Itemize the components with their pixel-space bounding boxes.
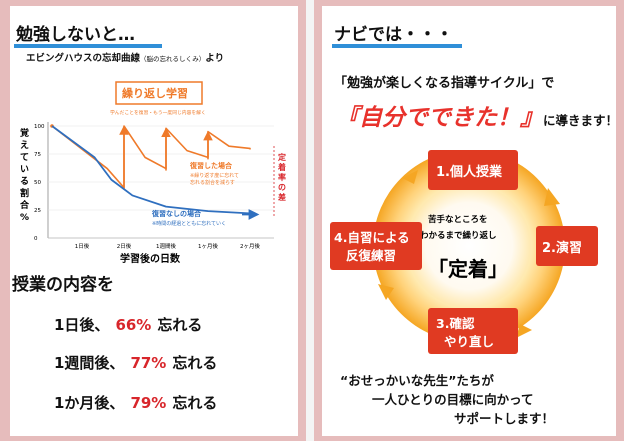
step3-label-a: 3.確認 [436,316,475,331]
gap-label-1: 定 [277,152,286,162]
chart-title-suffix: より [205,53,225,64]
cycle-arrow-icon [544,188,560,206]
y-tick-label: 0 [34,236,38,242]
noreview-sub: ※時間の経過とともに忘れていく [152,220,226,227]
stat-when: 1日後、 [54,316,110,334]
tagline-rest: に導きます！ [543,113,619,128]
cycle-arrow-icon [402,170,418,184]
cycle-center [407,184,531,308]
step4-label-a: 4.自習による [334,230,410,245]
step3-label-b: やり直し [444,334,494,349]
chart-xlabel: 学習後の日数 [120,252,181,265]
stat-row: 1日後、 66% 忘れる [54,314,202,335]
x-tick-label: 2ヶ月後 [240,242,260,250]
right-heading: ナビでは・・・ [334,25,453,45]
ylabel-7: 合 [20,199,30,211]
content-title: 授業の内容を [12,275,114,295]
x-ticks: 1日後 2日後 1週間後 1ヶ月後 2ヶ月後 [75,242,261,250]
y-ticks: 0 25 50 75 100 [34,124,45,242]
forgetting-curve-chart: 覚 え て い る 割 合 % 0 25 50 75 100 1日後 2日後 1週間後 1ヶ月… [20,81,286,265]
chart-ylabel: 覚 え て い る 割 合 % [20,127,30,223]
review-sub2: 忘れる割合を減らす [190,179,235,186]
stat-verb: 忘れる [172,354,218,372]
center-line1: 苦手なところを [428,214,488,225]
center-main: 「定着」 [428,257,508,281]
right-heading-underline [332,44,462,48]
callout-title: 繰り返し学習 [122,86,188,100]
step1-box [428,150,518,190]
x-tick-label: 1ヶ月後 [198,242,218,250]
cycle-arrow-icon [516,324,532,338]
subtitle: 「勉強が楽しくなる指導サイクル」で [334,76,555,91]
gap-label-4: の [278,183,286,192]
ylabel-4: い [20,165,29,175]
step3-box [428,308,518,354]
gap-label-5: 差 [277,192,286,202]
review-label: 復習した場合 [189,161,233,170]
left-panel [10,6,298,436]
step2-label: 2.演習 [542,240,582,256]
ylabel-1: 覚 [20,127,29,139]
y-tick-label: 25 [34,208,41,214]
stat-pct: 77% [130,354,167,372]
x-tick-label: 1日後 [75,242,90,250]
bottom-line3: サポートします！ [454,411,555,426]
y-tick-label: 100 [34,124,45,130]
center-line2: わかるまで繰り返し [420,230,497,241]
ylabel-3: て [20,152,29,163]
y-tick-label: 75 [34,152,41,158]
ylabel-2: え [20,140,29,151]
stat-row: 1週間後、 77% 忘れる [54,352,217,373]
gap-label: 定 着 率 の 差 [277,152,286,202]
step4-box [330,222,422,270]
gap-label-2: 着 [277,162,286,172]
callout-box [115,81,203,105]
stat-pct: 66% [115,316,152,334]
cycle-arrow-icon [378,284,394,300]
gap-label-3: 率 [278,172,286,182]
callout-sub: 学んだことを復習・もう一度同じ内容を解く [110,109,206,116]
chart-title: エビングハウスの忘却曲線（脳の忘れるしくみ）より [26,50,224,64]
noreview-label: 復習なしの場合 [151,209,202,218]
x-tick-label: 2日後 [117,242,132,250]
chart-title-small: （脳の忘れるしくみ） [140,55,206,63]
chart-title-main: エビングハウスの忘却曲線 [26,53,141,64]
bottom-line2: 一人ひとりの目標に向かって [372,392,534,407]
left-heading: 勉強しないと… [16,25,135,45]
gridlines [48,125,274,239]
step1-label: 1.個人授業 [436,164,503,180]
bottom-line1: “おせっかいな先生”たちが [340,373,494,388]
stat-pct: 79% [130,394,167,412]
series-line-noreview [51,125,251,215]
ylabel-8: % [20,213,29,223]
step4-label-b: 反復練習 [346,248,396,263]
stat-when: 1週間後、 [54,354,125,372]
ylabel-5: る [20,176,29,187]
step2-box [536,226,598,266]
panel-divider [306,0,314,441]
learning-cycle-diagram: 苦手なところを わかるまで繰り返し 「定着」 1.個人授業 2.演習 3.確認 … [330,150,598,354]
ylabel-6: 割 [20,187,29,199]
left-heading-underline [14,44,162,48]
tagline-red: 『自分でできた！』 [336,105,543,131]
stat-row: 1か月後、 79% 忘れる [54,392,217,413]
review-sub1: ※繰り返す度に忘れて [190,172,239,179]
stat-when: 1か月後、 [54,394,125,412]
x-tick-label: 1週間後 [156,242,176,250]
stat-verb: 忘れる [157,316,203,334]
stat-verb: 忘れる [172,394,218,412]
tagline: 『自分でできた！』に導きます！ [336,98,618,132]
y-tick-label: 50 [34,180,41,186]
series-layer [50,124,260,220]
